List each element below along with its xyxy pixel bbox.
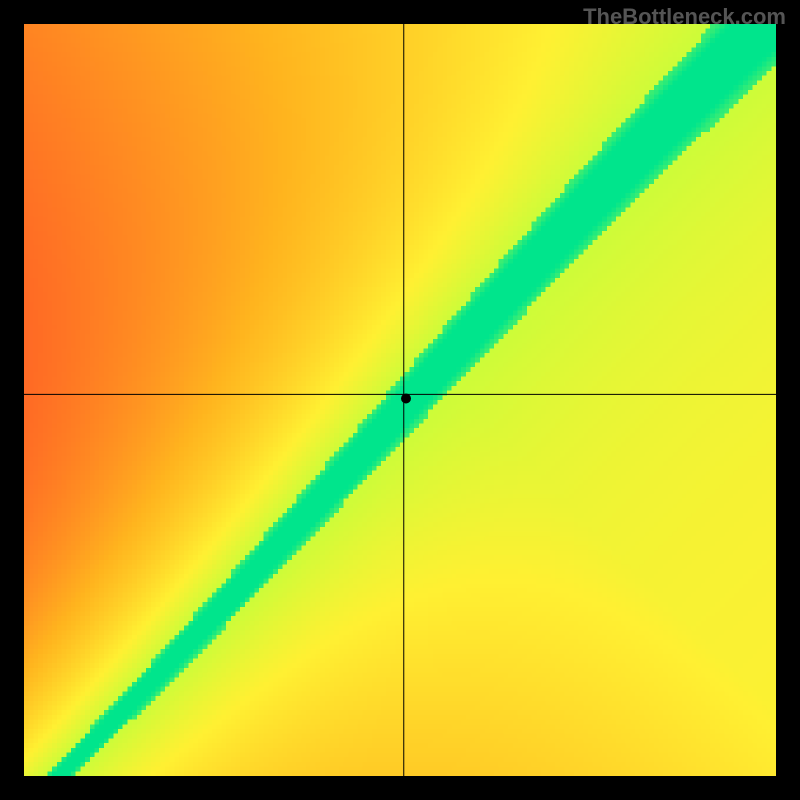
watermark-text: TheBottleneck.com	[583, 4, 786, 30]
chart-stage: TheBottleneck.com	[0, 0, 800, 800]
bottleneck-heatmap	[24, 24, 776, 776]
